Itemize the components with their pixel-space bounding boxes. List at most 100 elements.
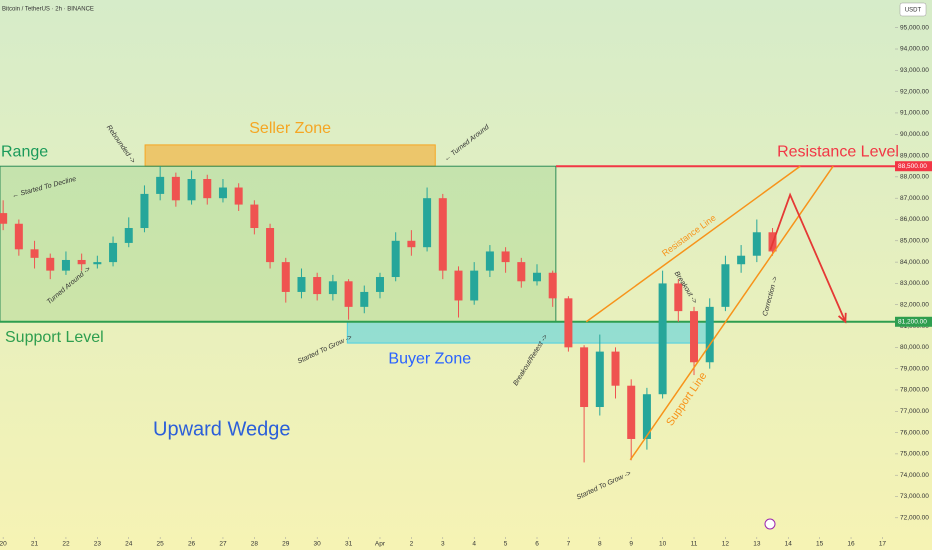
x-tick-label: 8 [598,541,602,548]
x-tick-label: 26 [188,541,196,548]
candle-body [124,228,133,243]
candle-body [61,259,70,271]
candle-body [737,255,746,265]
candle-body [485,251,494,271]
candle-body [642,394,651,439]
candle-body [328,281,337,295]
candle-body [595,351,604,408]
price-tag-label: 81,200.00 [898,318,927,325]
x-tick-label: 16 [847,541,855,548]
y-tick-label: 95,000.00 [900,24,929,31]
chart-title: Bitcoin / TetherUS · 2h · BINANCE [2,7,94,13]
arrow-head [837,312,847,324]
x-tick-label: 3 [441,541,445,548]
x-tick-label: 2 [410,541,414,548]
candle-body [93,262,102,265]
candle-body [752,232,761,256]
zone [144,144,436,167]
candle-body [611,351,620,386]
y-tick-label: 77,000.00 [900,408,929,415]
candle-body [705,306,714,363]
zone [0,165,557,323]
candle-body [187,179,196,201]
x-tick-label: 28 [251,541,259,548]
candle-body [218,187,227,199]
y-tick-label: 84,000.00 [900,259,929,266]
candle-body [533,272,541,282]
x-tick-label: 11 [691,541,698,548]
candle-body [156,176,165,194]
x-tick-label: 30 [314,541,322,548]
x-tick-label: 13 [753,541,761,548]
y-tick-label: 88,000.00 [900,174,929,181]
zone-label: Buyer Zone [388,350,471,367]
y-tick-label: 83,000.00 [900,280,929,287]
candle-body [297,277,306,292]
projection [769,192,847,323]
level-name: Support Level [5,329,104,346]
y-tick-label: 76,000.00 [900,429,929,436]
y-tick-label: 86,000.00 [900,216,929,223]
x-tick-label: Apr [375,541,386,548]
candle-body [171,176,180,201]
y-tick-label: 78,000.00 [900,387,929,394]
x-tick-label: 20 [0,541,7,548]
y-tick-label: 92,000.00 [900,88,929,95]
candle-body [501,251,510,263]
event-icon[interactable] [764,518,776,530]
price-tag [895,161,932,172]
y-tick-label: 80,000.00 [900,344,929,351]
candle-body [391,240,400,278]
candle-body [281,262,290,292]
candle-body [30,249,39,258]
x-tick-label: 25 [157,541,165,548]
annotation: Upward Wedge [153,418,290,440]
y-tick-label: 85,000.00 [900,238,929,245]
candle-body [690,311,699,363]
candle-body [674,283,683,312]
candle-body [266,228,275,263]
x-tick-label: 15 [816,541,824,548]
zone-label: Range [1,143,48,160]
candle-body [344,281,353,307]
level-name: Resistance Level [777,143,899,160]
x-tick-label: 21 [31,541,39,548]
candle-body [375,277,384,292]
x-tick-label: 6 [535,541,539,548]
candle-body [580,347,589,408]
candle-body [360,291,369,307]
candle-body [658,283,667,395]
zone [346,321,713,344]
x-tick-label: 17 [879,541,887,548]
y-tick-label: 72,000.00 [900,515,929,522]
x-tick-label: 14 [785,541,793,548]
candle-body [0,213,8,224]
x-tick-label: 7 [567,541,571,548]
price-tag-label: 88,500.00 [898,163,927,170]
x-tick-label: 22 [62,541,70,548]
y-tick-label: 74,000.00 [900,472,929,479]
candle-body [250,204,259,229]
x-tick-label: 10 [659,541,667,548]
candle-body [140,193,149,229]
price-tag [895,316,932,327]
y-tick-label: 82,000.00 [900,301,929,308]
zone-label: Seller Zone [249,120,331,137]
currency: USDT [905,8,922,14]
x-tick-label: 12 [722,541,730,548]
y-tick-label: 93,000.00 [900,67,929,74]
candle-body [721,264,730,307]
x-tick-label: 23 [94,541,102,548]
y-tick-label: 90,000.00 [900,131,929,138]
trend-line [585,165,801,323]
y-tick-label: 89,000.00 [900,152,929,159]
candle-body [46,257,55,271]
candle-body [14,223,23,250]
candle-body [438,198,447,271]
candle-body [77,259,86,265]
x-tick-label: 27 [219,541,227,548]
candle-body [423,198,432,248]
x-tick-label: 9 [629,541,633,548]
